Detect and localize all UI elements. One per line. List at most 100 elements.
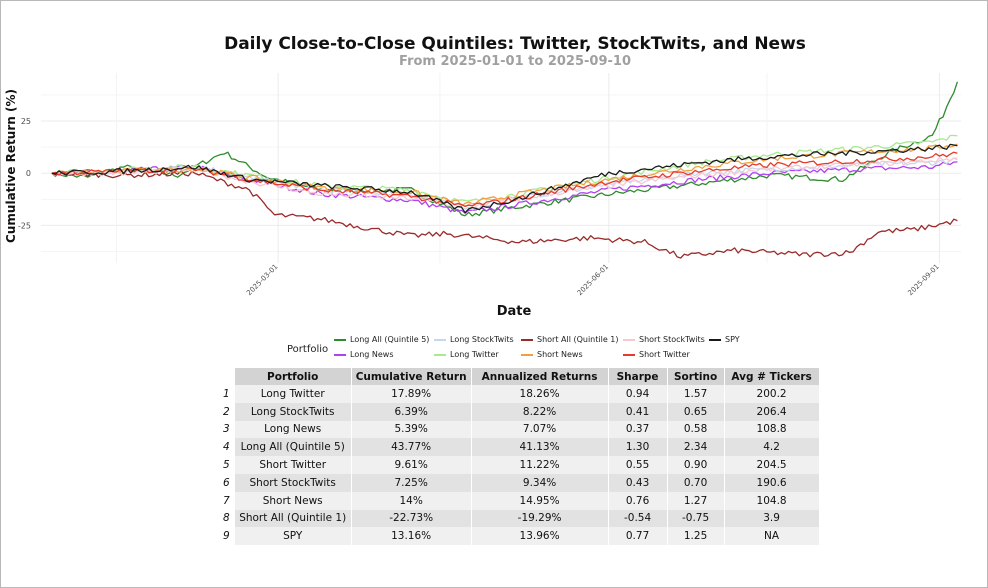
table-cell: 4.2	[724, 438, 820, 457]
table-cell: 8.22%	[471, 402, 609, 421]
legend-item: Short Twitter	[623, 350, 690, 359]
table-row: 2 Long StockTwits 6.39% 8.22% 0.41 0.65 206.4	[219, 402, 820, 421]
y-tick-label: 25	[21, 117, 31, 126]
table-cell: 108.8	[724, 420, 820, 439]
row-index: 1	[219, 385, 235, 403]
table-row: 7 Short News 14% 14.95% 0.76 1.27 104.8	[219, 491, 820, 510]
series-line-long-news	[51, 161, 958, 214]
row-index: 9	[219, 527, 235, 546]
table-cell: 1.25	[667, 527, 725, 546]
table-cell: 0.90	[667, 456, 725, 474]
legend-label: Long News	[350, 350, 394, 359]
table-cell: 0.77	[608, 527, 668, 546]
series-line-short-news	[51, 143, 958, 207]
table-cell: 41.13%	[471, 438, 609, 457]
legend-item: Short All (Quintile 1)	[521, 335, 619, 344]
table-header-cell: Portfolio	[234, 368, 352, 385]
y-tick-label: 0	[26, 169, 31, 178]
legend-swatch	[623, 353, 635, 356]
y-tick-label: -25	[18, 221, 31, 230]
table-cell: 3.9	[724, 509, 820, 528]
legend-title: Portfolio	[287, 344, 329, 355]
table-cell: 0.94	[608, 385, 668, 403]
legend-label: Short News	[537, 350, 583, 359]
table-index-header	[219, 368, 235, 385]
table-cell: 43.77%	[351, 438, 472, 457]
legend-swatch	[521, 338, 533, 341]
legend-label: Long StockTwits	[450, 335, 514, 344]
table-row: 6 Short StockTwits 7.25% 9.34% 0.43 0.70 190.6	[219, 473, 820, 492]
row-index: 2	[219, 402, 235, 421]
table-cell: 0.70	[667, 473, 725, 492]
table-cell: 6.39%	[351, 402, 472, 421]
legend-item: Long All (Quintile 5)	[334, 335, 429, 344]
legend-swatch	[334, 353, 346, 356]
table-header-cell: Sortino	[667, 368, 725, 385]
table-cell: 1.30	[608, 438, 668, 457]
table-cell: 206.4	[724, 402, 820, 421]
table-cell: NA	[724, 527, 820, 546]
table-header-cell: Sharpe	[608, 368, 668, 385]
series-lines	[51, 81, 959, 259]
table-cell: 1.27	[667, 491, 725, 510]
table-header-row: Portfolio Cumulative Return Annualized Ret…	[219, 368, 820, 385]
table-cell: 1.57	[667, 385, 725, 403]
table-cell: 104.8	[724, 491, 820, 510]
table-row: 4 Long All (Quintile 5) 43.77% 41.13% 1.30 2.…	[219, 438, 820, 457]
legend-swatch	[434, 338, 446, 341]
legend-label: Short All (Quintile 1)	[537, 335, 619, 344]
legend-label: SPY	[725, 335, 740, 344]
table-cell: Long StockTwits	[234, 402, 352, 421]
table-cell: 0.76	[608, 491, 668, 510]
table-cell: 200.2	[724, 385, 820, 403]
summary-table: Portfolio Cumulative Return Annualized Ret…	[219, 368, 820, 546]
table-cell: 13.16%	[351, 527, 472, 546]
line-chart: -25 0 25 2025-03-01 2025-06-01 2025-09-01 Date…	[4, 73, 961, 319]
table-cell: 9.61%	[351, 456, 472, 474]
table-row: 3 Long News 5.39% 7.07% 0.37 0.58 108.8	[219, 420, 820, 439]
chart-subtitle: From 2025-01-01 to 2025-09-10	[399, 54, 631, 69]
series-line-short-stocktwits	[51, 156, 958, 209]
x-axis-title: Date	[497, 304, 532, 319]
table-cell: 11.22%	[471, 456, 609, 474]
table-cell: 204.5	[724, 456, 820, 474]
legend-item: Long News	[334, 350, 394, 359]
table-cell: 18.26%	[471, 385, 609, 403]
table-cell: Short Twitter	[234, 456, 352, 474]
table-header-cell: Avg # Tickers	[724, 368, 820, 385]
table-cell: Long All (Quintile 5)	[234, 438, 352, 457]
table-header-cell: Annualized Returns	[471, 368, 609, 385]
legend-swatch	[521, 353, 533, 356]
table-row: 9 SPY 13.16% 13.96% 0.77 1.25 NA	[219, 527, 820, 546]
table-cell: 9.34%	[471, 473, 609, 492]
table-row: 1 Long Twitter 17.89% 18.26% 0.94 1.57 200.2	[219, 385, 820, 403]
series-line-spy	[51, 143, 958, 214]
table-cell: 0.58	[667, 420, 725, 439]
table-cell: Long News	[234, 420, 352, 439]
row-index: 3	[219, 420, 235, 439]
table-cell: 5.39%	[351, 420, 472, 439]
table-row: 8 Short All (Quintile 1) -22.73% -19.29% -0.…	[219, 509, 820, 528]
table-cell: 0.43	[608, 473, 668, 492]
table-cell: 7.25%	[351, 473, 472, 492]
table-cell: 0.65	[667, 402, 725, 421]
legend-swatch	[334, 338, 346, 341]
legend-swatch	[434, 353, 446, 356]
legend-item: SPY	[709, 335, 740, 344]
table-cell: -19.29%	[471, 509, 609, 528]
table-cell: 14.95%	[471, 491, 609, 510]
table-cell: Long Twitter	[234, 385, 352, 403]
legend-item: Short StockTwits	[623, 335, 705, 344]
table-cell: 2.34	[667, 438, 725, 457]
legend-label: Short Twitter	[639, 350, 690, 359]
series-line-long-all-quintile-5	[51, 81, 959, 217]
legend-item: Short News	[521, 350, 583, 359]
series-line-short-twitter	[51, 151, 958, 208]
table-cell: -22.73%	[351, 509, 472, 528]
row-index: 6	[219, 473, 235, 492]
legend-label: Long All (Quintile 5)	[350, 335, 430, 344]
legend-label: Long Twitter	[450, 350, 499, 359]
row-index: 4	[219, 438, 235, 457]
table-cell: 17.89%	[351, 385, 472, 403]
legend-swatch	[623, 338, 635, 341]
